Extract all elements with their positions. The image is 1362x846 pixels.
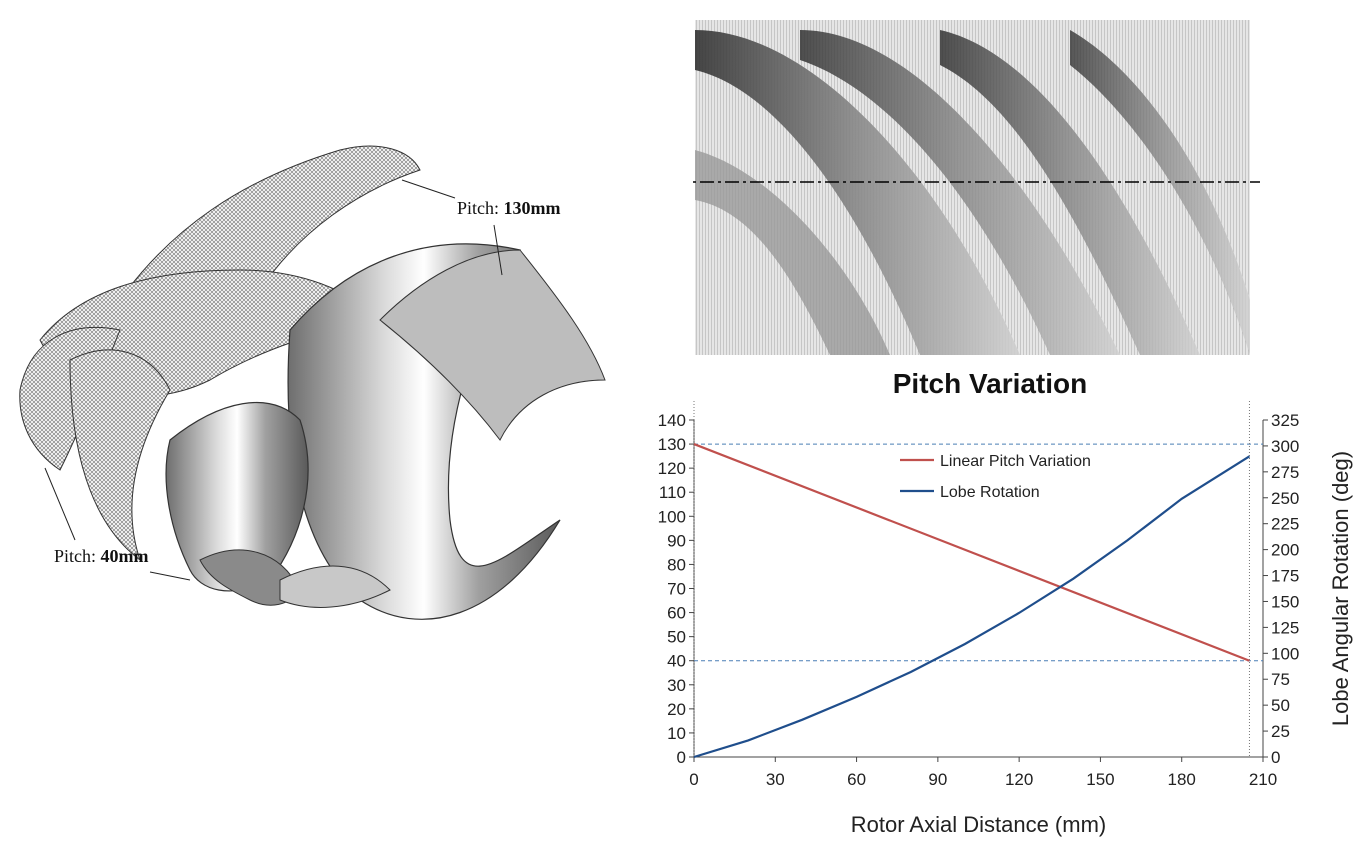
- x-tick-label: 60: [847, 770, 866, 789]
- pitch-40-callout: Pitch: 40mm: [54, 546, 149, 567]
- y-tick-label: 40: [667, 652, 686, 671]
- pitch-130-callout: Pitch: 130mm: [457, 198, 561, 219]
- y-tick-label: 50: [667, 628, 686, 647]
- y2-tick-label: 150: [1271, 592, 1299, 611]
- x-tick-label: 30: [766, 770, 785, 789]
- pitch-leader-lines: [44, 179, 503, 581]
- y-tick-label: 80: [667, 555, 686, 574]
- y-tick-label: 0: [677, 748, 686, 767]
- pitch-variation-chart: 0 10 20 30 40 50 60 70 80 90 100 110 120 130 140 0 25 50 7…: [658, 400, 1353, 837]
- y2-tick-label: 275: [1271, 463, 1299, 482]
- y2-tick-label: 250: [1271, 489, 1299, 508]
- y2-tick-label: 125: [1271, 618, 1299, 637]
- y-tick-label: 110: [659, 483, 686, 502]
- y-tick-label: 70: [667, 580, 686, 599]
- pitch-prefix-label: Pitch:: [457, 198, 500, 218]
- y2-tick-label: 75: [1271, 670, 1290, 689]
- x-tick-label: 90: [928, 770, 947, 789]
- y-tick-label: 10: [667, 724, 686, 743]
- rotor-side-view: [690, 20, 1260, 355]
- series-line-linear-pitch-variation: [693, 443, 1250, 662]
- x-tick-label: 210: [1249, 770, 1277, 789]
- chart-title: Pitch Variation: [892, 368, 1088, 399]
- y2-tick-label: 25: [1271, 722, 1290, 741]
- x-tick-label: 120: [1005, 770, 1033, 789]
- y-tick-label: 20: [667, 700, 686, 719]
- y2-axis-label: Lobe Angular Rotation (deg): [1328, 451, 1353, 726]
- x-tick-label: 180: [1168, 770, 1196, 789]
- pitch-high-value: 130mm: [503, 198, 561, 218]
- meshed-lobes: [19, 145, 421, 562]
- rotor-3d-illustration: [19, 145, 606, 620]
- y-tick-label: 120: [658, 459, 686, 478]
- y-tick-label: 100: [658, 507, 686, 526]
- y-tick-label: 140: [658, 411, 686, 430]
- y-tick-label: 130: [658, 435, 686, 454]
- y2-tick-label: 50: [1271, 696, 1290, 715]
- pitch-prefix-label: Pitch:: [54, 546, 97, 566]
- y2-tick-label: 325: [1271, 411, 1299, 430]
- y-tick-label: 60: [667, 604, 686, 623]
- y2-tick-label: 0: [1271, 748, 1280, 767]
- y2-tick-label: 100: [1271, 644, 1299, 663]
- y2-tick-label: 175: [1271, 567, 1299, 586]
- y-tick-label: 30: [667, 676, 686, 695]
- legend-label: Lobe Rotation: [940, 484, 1040, 501]
- x-tick-label: 150: [1086, 770, 1114, 789]
- y2-tick-label: 200: [1271, 541, 1299, 560]
- x-axis-label: Rotor Axial Distance (mm): [851, 812, 1107, 837]
- solid-lobes: [165, 243, 606, 620]
- y2-tick-label: 225: [1271, 515, 1299, 534]
- y2-tick-label: 300: [1271, 437, 1299, 456]
- y-tick-label: 90: [667, 531, 686, 550]
- legend-label: Linear Pitch Variation: [940, 453, 1091, 470]
- pitch-low-value: 40mm: [100, 546, 149, 566]
- x-tick-label: 0: [689, 770, 698, 789]
- series-line-lobe-rotation: [693, 455, 1251, 759]
